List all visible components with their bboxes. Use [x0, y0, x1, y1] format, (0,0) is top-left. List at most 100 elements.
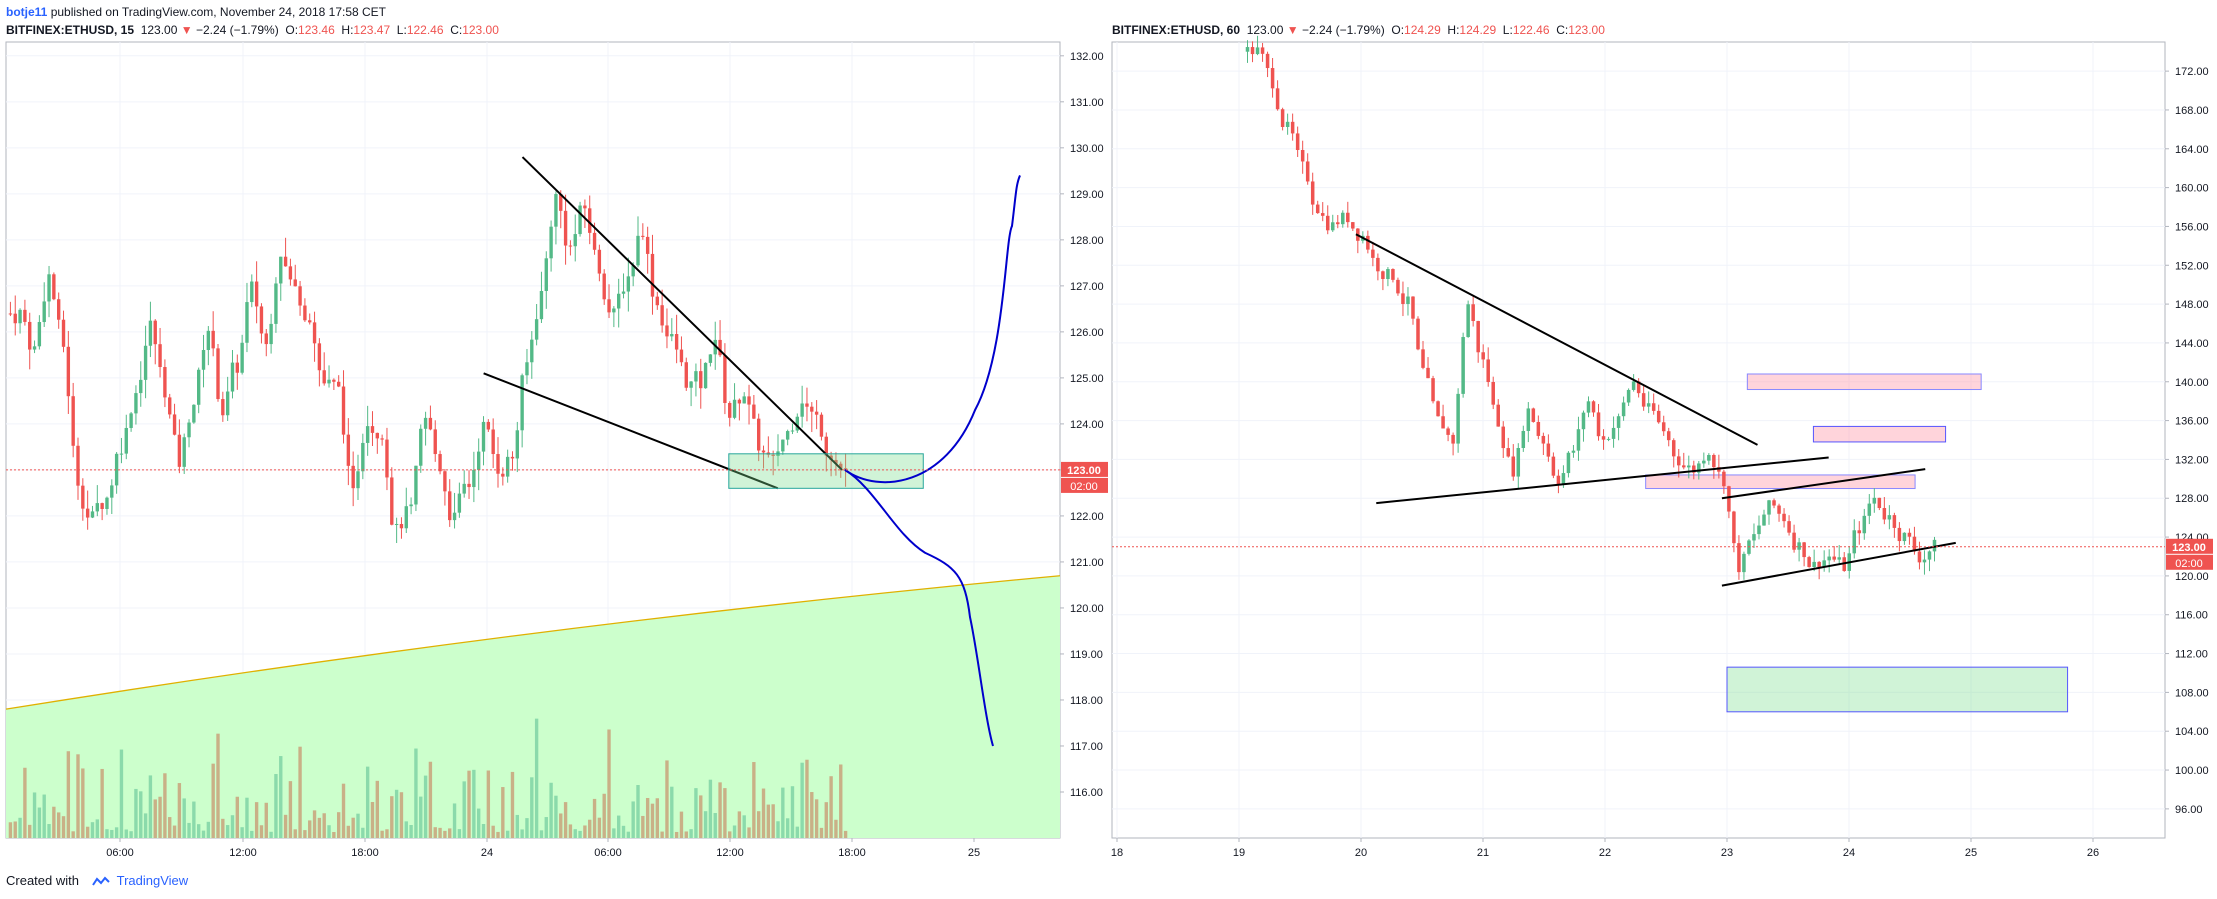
left-legend: BITFINEX:ETHUSD, 15 123.00 ▼ −2.24 (−1.7…	[6, 23, 499, 37]
candle-body	[341, 386, 346, 435]
candle-body	[221, 399, 225, 416]
candle-body	[303, 305, 307, 321]
candle-body	[1536, 421, 1541, 436]
volume-bar	[515, 814, 519, 838]
candle-body	[1646, 403, 1651, 407]
volume-bar	[757, 811, 761, 838]
candle-body	[805, 403, 809, 407]
y-tick-label: 152.00	[2175, 260, 2209, 272]
candle-body	[1351, 222, 1355, 229]
open-label: O:	[285, 23, 299, 37]
candle-body	[375, 432, 379, 439]
candle-body	[380, 438, 384, 440]
last-price: 123.00	[140, 23, 178, 37]
candle-body	[737, 399, 742, 404]
candle-body	[530, 339, 534, 363]
candle-body	[477, 451, 481, 470]
volume-bar	[47, 824, 51, 838]
author-link[interactable]: botje11	[6, 5, 48, 19]
candle-body	[119, 453, 124, 455]
volume-bar	[448, 828, 452, 838]
candle-body	[1381, 271, 1385, 279]
candle-body	[1682, 465, 1686, 468]
candle-body	[1330, 222, 1335, 231]
volume-bar	[824, 802, 828, 838]
y-tick-label: 140.00	[2175, 377, 2209, 389]
volume-bar	[645, 797, 650, 838]
candle-body	[1586, 401, 1591, 413]
tradingview-logo-icon	[91, 876, 110, 886]
chart-15m[interactable]: 116.00 117.00 118.00 119.00 120.00 121.00 122.…	[0, 0, 1108, 860]
candle-body	[1501, 426, 1506, 449]
volume-bar	[525, 818, 529, 838]
volume-bar	[385, 829, 389, 838]
candle-body	[1656, 410, 1661, 423]
candle-body	[1526, 408, 1531, 431]
trendline	[1721, 541, 1956, 587]
y-tick-label: 116.00	[2175, 610, 2208, 622]
y-tick-label: 125.00	[1070, 373, 1104, 385]
volume-bar	[134, 788, 138, 838]
candle-body	[1431, 378, 1435, 402]
candle-body	[602, 273, 606, 300]
candle-body	[1546, 443, 1551, 457]
candle-body	[1511, 456, 1516, 477]
volume-bar	[303, 830, 307, 838]
volume-bar	[742, 815, 746, 838]
volume-bar	[723, 788, 727, 838]
volume-bar	[530, 777, 534, 838]
candle-body	[515, 430, 519, 459]
candle-body	[394, 523, 399, 525]
candle-body	[148, 320, 153, 346]
volume-bar	[245, 797, 249, 838]
candle-body	[433, 429, 437, 455]
candle-body	[52, 274, 56, 300]
candle-body	[481, 421, 486, 452]
x-tick-label: 24	[481, 847, 493, 859]
volume-bar	[279, 756, 283, 838]
volume-bar	[105, 829, 109, 838]
symbol-label[interactable]: BITFINEX:ETHUSD, 15	[6, 23, 135, 37]
x-tick-label: 25	[968, 847, 980, 859]
candle-body	[1466, 304, 1470, 338]
candle-body	[1922, 559, 1927, 563]
volume-bar	[481, 824, 486, 838]
y-tick-label: 119.00	[1070, 649, 1103, 661]
candle-body	[1561, 473, 1566, 485]
y-tick-label: 100.00	[2175, 765, 2209, 777]
volume-bar	[602, 793, 606, 838]
volume-bar	[414, 748, 418, 838]
candle-body	[1596, 412, 1601, 437]
candle-body	[732, 399, 737, 418]
volume-bar	[201, 830, 206, 838]
candle-body	[1255, 47, 1260, 55]
candle-body	[1521, 430, 1526, 449]
candle-body	[819, 414, 824, 437]
volume-bar	[462, 781, 466, 838]
volume-bar	[467, 770, 471, 838]
candle-body	[607, 299, 611, 313]
y-tick-label: 168.00	[2175, 105, 2209, 117]
x-tick-label: 18:00	[351, 847, 379, 859]
candle-body	[293, 279, 297, 287]
candle-body	[1285, 121, 1290, 127]
candle-body	[592, 232, 597, 250]
volume-bar	[728, 831, 732, 838]
candle-body	[225, 391, 230, 416]
tradingview-link[interactable]: TradingView	[116, 873, 189, 888]
candle-body	[1671, 440, 1676, 457]
x-tick-label: 26	[2087, 847, 2099, 859]
chart-60m[interactable]: 96.00 100.00 104.00 108.00 112.00 116.00 120.0…	[0, 0, 2217, 860]
candle-body	[462, 483, 466, 494]
timer-badge	[1061, 477, 1108, 493]
candle-body	[90, 511, 95, 518]
candle-body	[428, 417, 433, 430]
candle-body	[1727, 486, 1731, 512]
volume-bar	[197, 824, 201, 838]
volume-bar	[457, 829, 462, 838]
volume-bar	[206, 821, 211, 838]
volume-bar	[544, 817, 548, 838]
candle-body	[1767, 500, 1771, 515]
symbol-label[interactable]: BITFINEX:ETHUSD, 60	[1112, 23, 1241, 37]
red-zone	[1645, 474, 1916, 490]
